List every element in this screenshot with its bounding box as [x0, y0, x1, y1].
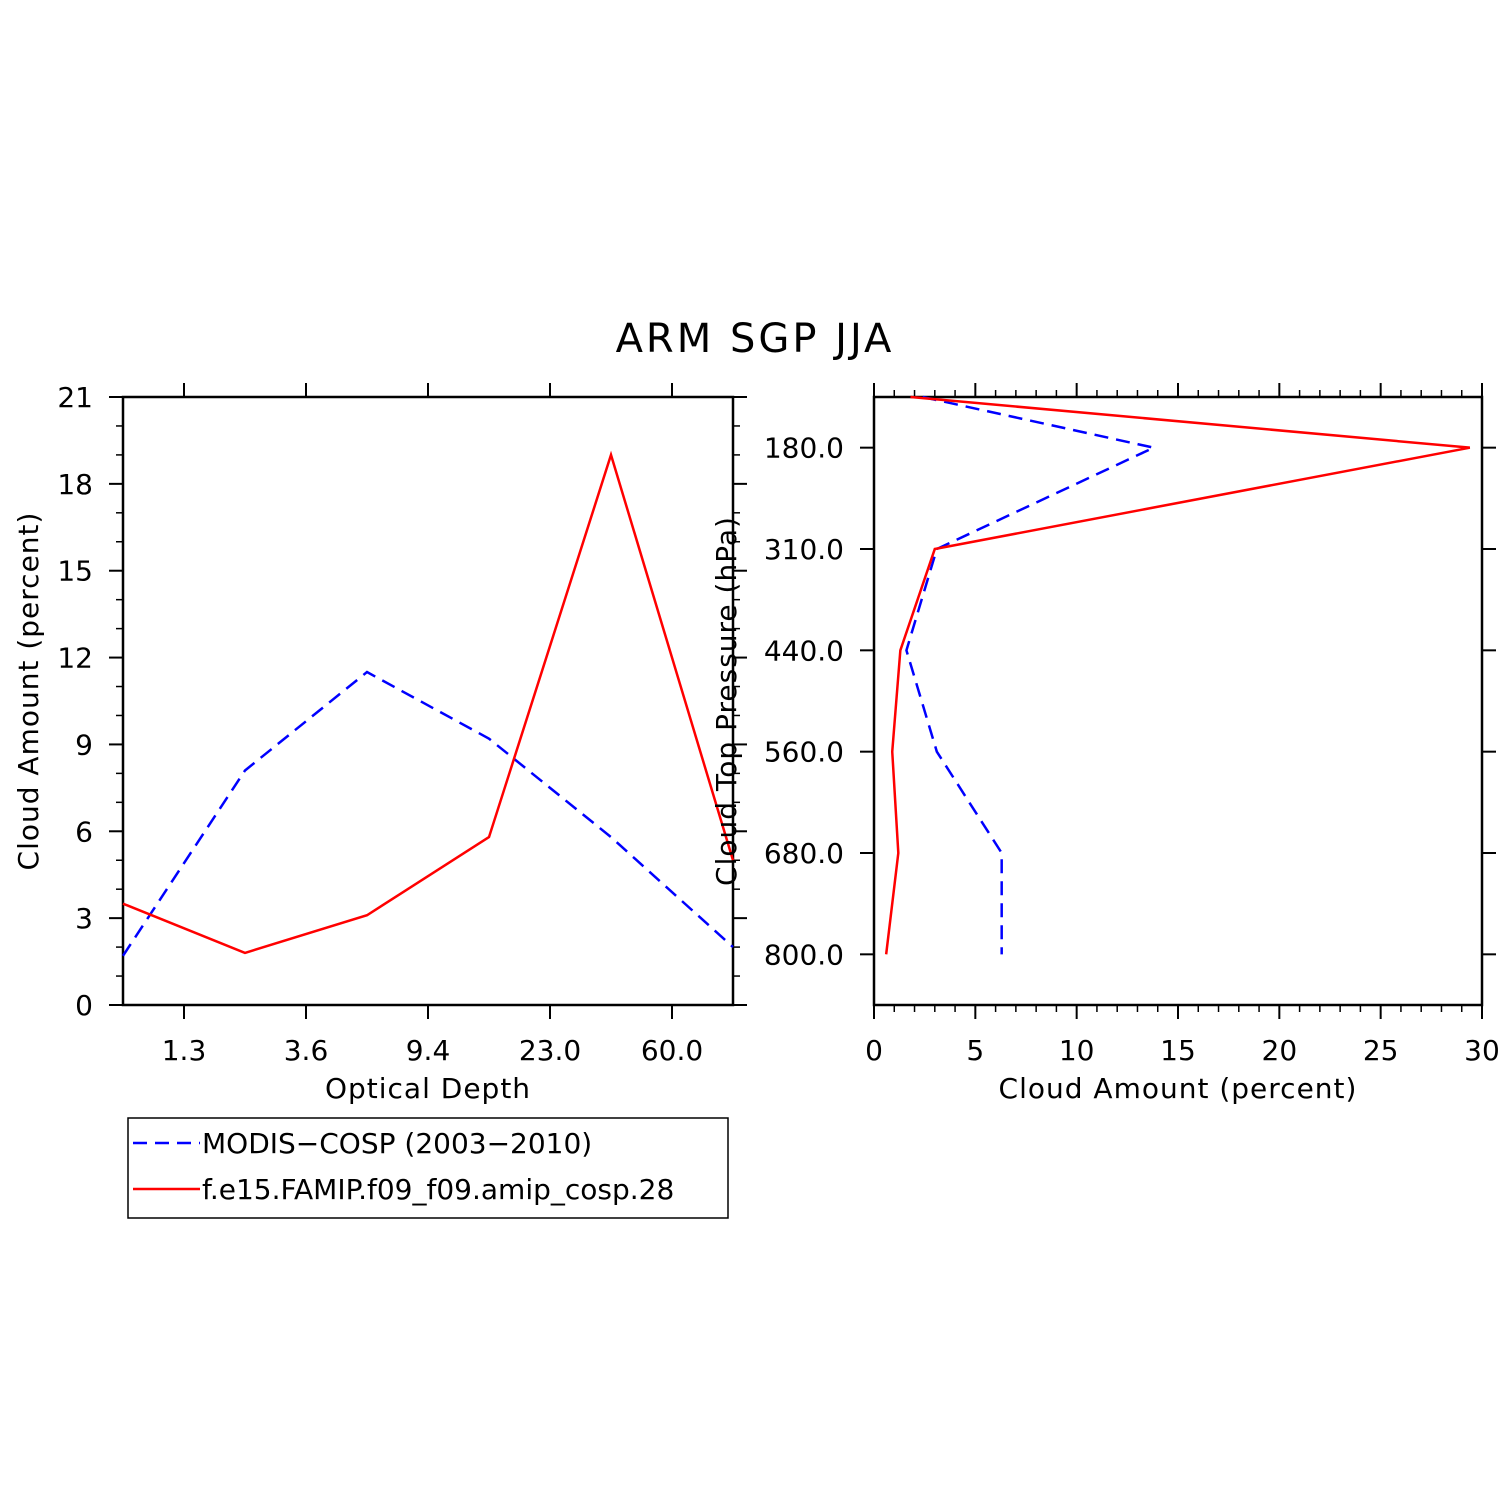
left-y-axis-label: Cloud Amount (percent) [12, 512, 45, 871]
legend: MODIS−COSP (2003−2010) f.e15.FAMIP.f09_f… [127, 1117, 729, 1219]
left-series-line-model [122, 450, 735, 955]
right-series-line-model [884, 395, 1471, 955]
right-y-tick-label: 680.0 [764, 837, 844, 870]
right-x-tick-label: 10 [1059, 1034, 1095, 1067]
left-y-tick-label: 18 [57, 468, 93, 501]
left-x-axis-label: Optical Depth [325, 1072, 531, 1105]
right-x-tick-label: 0 [865, 1034, 883, 1067]
legend-label-model: f.e15.FAMIP.f09_f09.amip_cosp.28 [202, 1173, 674, 1206]
right-y-tick-label: 800.0 [764, 938, 844, 971]
left-x-tick-label: 9.4 [406, 1034, 451, 1067]
right-series-line-modis [905, 395, 1158, 955]
left-y-tick-label: 6 [75, 815, 93, 848]
left-y-tick-label: 12 [57, 642, 93, 675]
right-y-tick-label: 180.0 [764, 432, 844, 465]
figure-title: ARM SGP JJA [616, 316, 895, 362]
left-y-tick-label: 21 [57, 381, 93, 414]
right-panel-cloud-top-pressure: 0 5 10 15 20 25 30 180.0 310.0 440.0 560.0 680.0 800… [710, 383, 1500, 1105]
left-x-tick-label: 60.0 [641, 1034, 703, 1067]
legend-label-modis: MODIS−COSP (2003−2010) [202, 1127, 592, 1160]
left-plot-frame [121, 395, 735, 1007]
left-y-tick-label: 0 [75, 989, 93, 1022]
legend-box [127, 1117, 729, 1219]
left-y-tick-label: 3 [75, 902, 93, 935]
left-y-tick-label: 9 [75, 728, 93, 761]
right-y-tick-label: 560.0 [764, 736, 844, 769]
right-y-tick-label: 310.0 [764, 533, 844, 566]
right-y-tick-label: 440.0 [764, 634, 844, 667]
left-x-tick-label: 1.3 [162, 1034, 207, 1067]
right-x-tick-label: 30 [1464, 1034, 1500, 1067]
left-panel-optical-depth: 0 3 6 9 12 15 18 21 1.3 3.6 9.4 23.0 60.0 Optical Dep… [12, 381, 747, 1105]
right-plot-frame [872, 395, 1484, 1007]
right-x-tick-label: 25 [1363, 1034, 1399, 1067]
left-x-tick-label: 23.0 [519, 1034, 581, 1067]
right-x-tick-label: 15 [1160, 1034, 1196, 1067]
left-series-line-modis [121, 670, 734, 957]
right-y-axis-label: Cloud Top Pressure (hPa) [710, 516, 743, 886]
left-x-tick-label: 3.6 [284, 1034, 329, 1067]
right-x-tick-label: 20 [1262, 1034, 1298, 1067]
right-x-tick-label: 5 [966, 1034, 984, 1067]
left-y-tick-label: 15 [57, 555, 93, 588]
right-x-axis-label: Cloud Amount (percent) [999, 1072, 1358, 1105]
